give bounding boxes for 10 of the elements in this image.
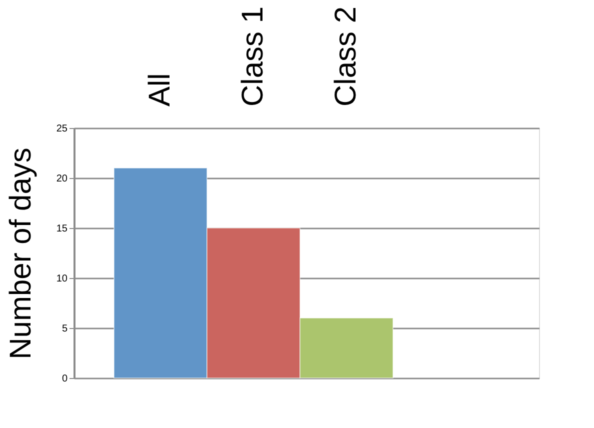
y-tick-label: 0 [62,374,68,384]
y-tick-label: 20 [56,174,68,184]
y-tick-label: 25 [56,124,68,134]
x-tick-label: Class 2 [329,6,362,106]
y-tick-label: 5 [62,324,68,334]
y-tick-label: 10 [56,274,68,284]
y-tick-label: 15 [56,224,68,234]
y-axis-title: Number of days [4,148,38,360]
x-tick-label: All [143,73,176,106]
x-tick-label: Class 1 [236,6,270,106]
